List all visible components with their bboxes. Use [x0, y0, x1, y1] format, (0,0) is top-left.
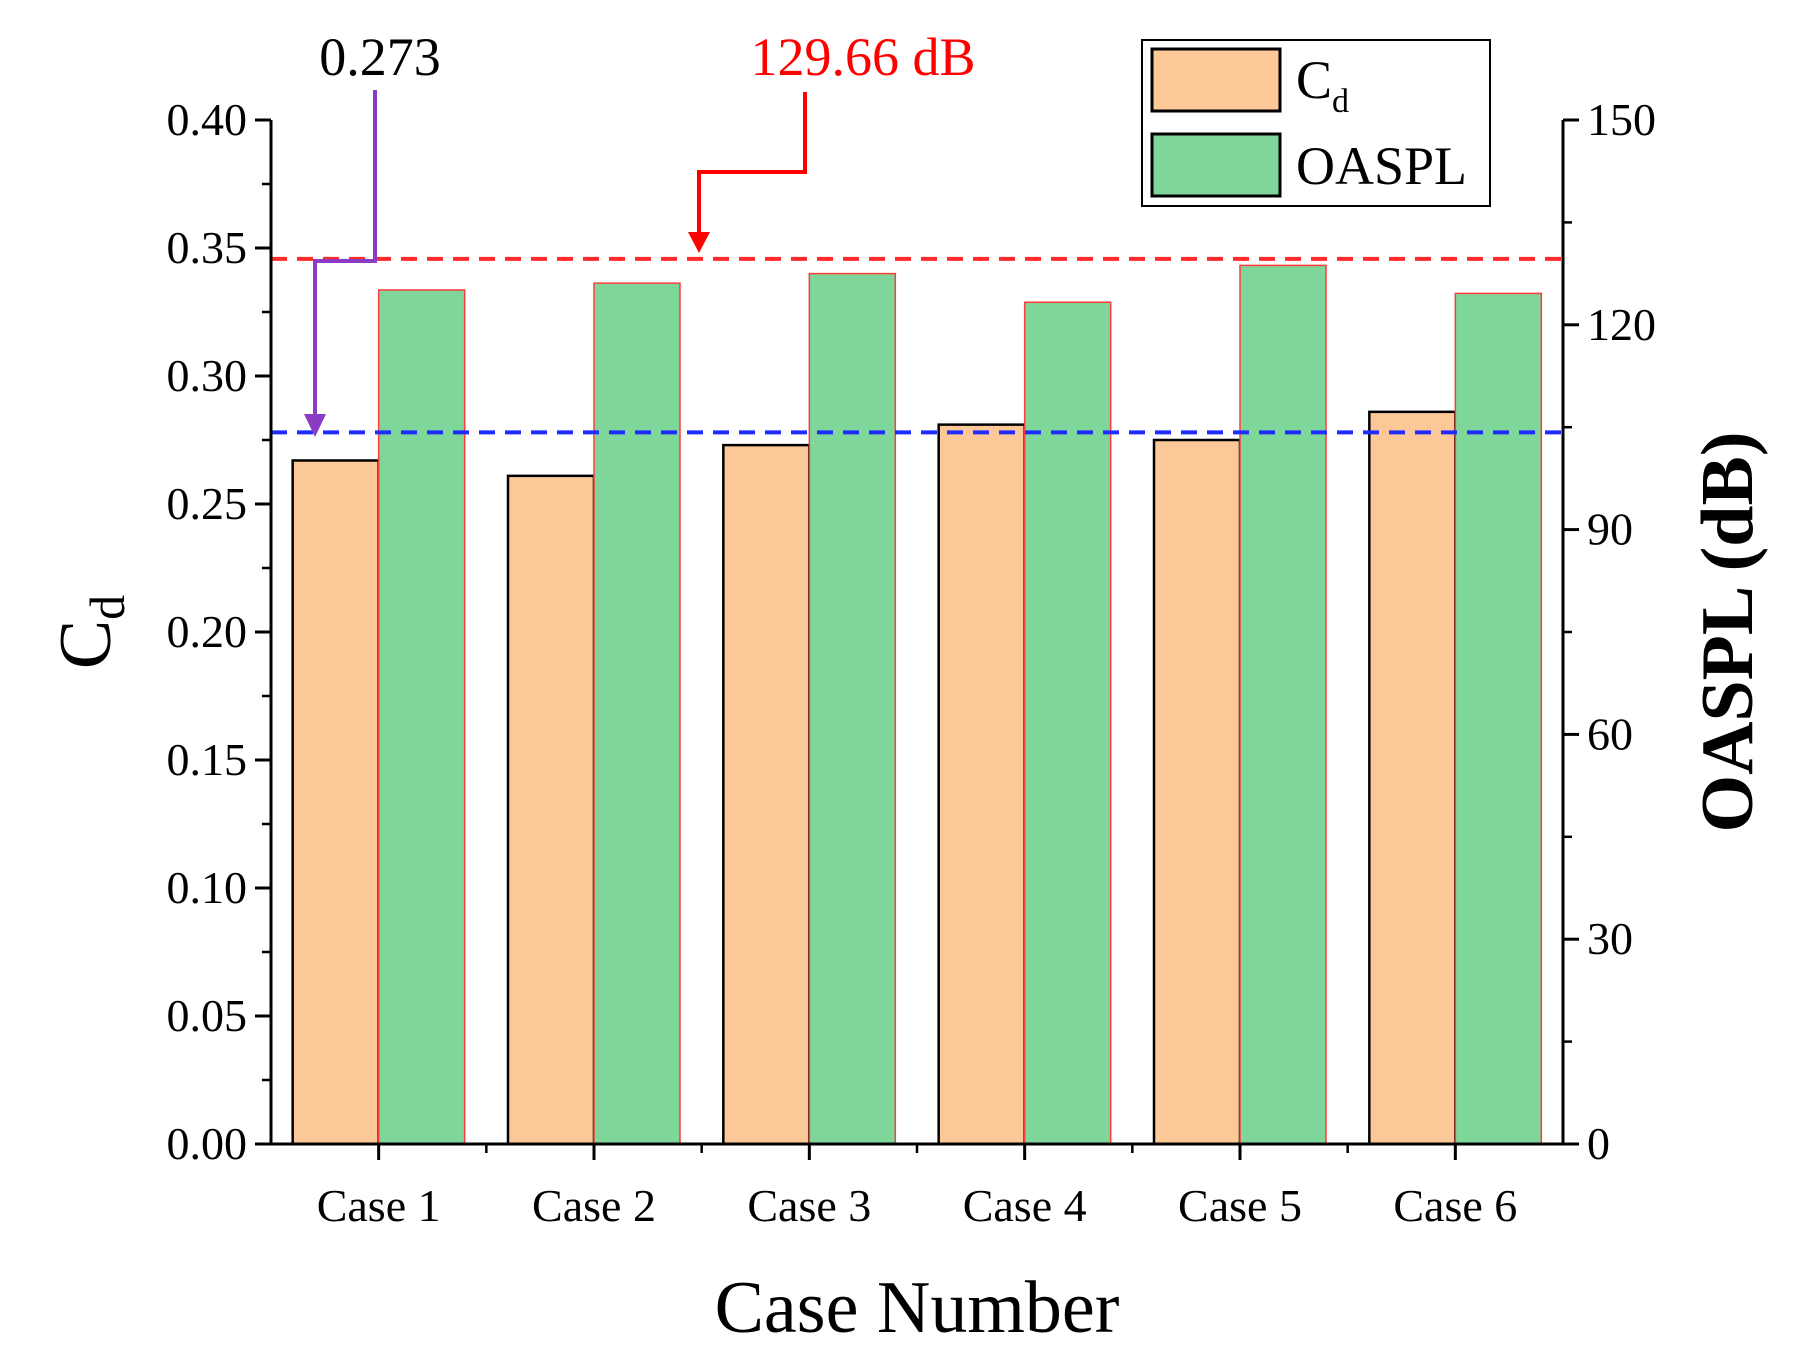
y-tick-label: 0.10 — [167, 862, 248, 913]
y2-axis-title: OASPL (dB) — [1687, 432, 1769, 833]
bar-oaspl-2 — [593, 282, 681, 1145]
bar-cd-2 — [506, 474, 596, 1146]
bar-oaspl-5 — [1239, 264, 1327, 1145]
bar-cd-4 — [937, 423, 1026, 1146]
x-tick-label: Case 4 — [963, 1180, 1087, 1231]
y-tick-label: 0.40 — [167, 94, 248, 145]
bar-cd-1 — [291, 459, 380, 1146]
y-tick-label: 0.35 — [167, 222, 248, 273]
bars-layer — [291, 264, 1543, 1146]
legend-swatch-oaspl — [1150, 132, 1282, 198]
y-axis-title: Cd — [45, 595, 135, 669]
bar-oaspl-4 — [1023, 301, 1112, 1145]
bar-oaspl-3 — [808, 272, 897, 1145]
x-tick-label: Case 1 — [317, 1180, 441, 1231]
annotation-cd-arrowhead — [304, 414, 326, 437]
y-axis-title-main: C — [45, 620, 127, 669]
bar-cd-6 — [1368, 410, 1457, 1146]
annotation-cd-arrow-line — [313, 90, 377, 420]
bar-cd-3 — [722, 443, 811, 1146]
legend-swatch-cd — [1150, 47, 1282, 113]
y2-tick-label: 0 — [1587, 1118, 1610, 1169]
ticks-layer: 0.00 0.05 0.10 0.15 0.20 0.25 0.30 0.35 0.40 0 30 6… — [167, 94, 1657, 1231]
y2-tick-label: 90 — [1587, 504, 1633, 555]
x-tick-label: Case 2 — [532, 1180, 656, 1231]
legend-label-cd: Cd — [1296, 50, 1349, 120]
x-axis-title: Case Number — [715, 1267, 1120, 1349]
y-tick-label: 0.30 — [167, 350, 248, 401]
y2-tick-label: 120 — [1587, 299, 1656, 350]
legend-label-oaspl: OASPL — [1296, 136, 1467, 196]
bar-oaspl-1 — [377, 289, 466, 1145]
annotation-cd: 0.273 — [304, 27, 441, 437]
x-tick-label: Case 3 — [747, 1180, 871, 1231]
y2-tick-label: 60 — [1587, 708, 1633, 759]
x-tick-label: Case 6 — [1393, 1180, 1517, 1231]
annotation-oaspl: 129.66 dB — [688, 27, 976, 253]
y2-tick-label: 150 — [1587, 94, 1656, 145]
reference-lines — [271, 256, 1563, 435]
y-tick-label: 0.25 — [167, 478, 248, 529]
y-axis-title-sub: d — [79, 595, 135, 620]
y-tick-label: 0.05 — [167, 990, 248, 1041]
bar-oaspl-6 — [1454, 292, 1543, 1145]
svg-text:OASPL (dB): OASPL (dB) — [1687, 432, 1769, 833]
y-tick-label: 0.00 — [167, 1118, 248, 1169]
legend: Cd OASPL — [1141, 39, 1491, 207]
annotation-oaspl-arrowhead — [688, 232, 710, 253]
y-tick-label: 0.15 — [167, 734, 248, 785]
x-tick-label: Case 5 — [1178, 1180, 1302, 1231]
y2-tick-label: 30 — [1587, 913, 1633, 964]
y-tick-label: 0.20 — [167, 606, 248, 657]
annotation-cd-label: 0.273 — [319, 27, 441, 87]
annotation-oaspl-arrow-line — [697, 92, 807, 238]
svg-text:Cd: Cd — [45, 595, 135, 669]
bar-cd-5 — [1152, 438, 1242, 1146]
annotation-oaspl-label: 129.66 dB — [750, 27, 975, 87]
